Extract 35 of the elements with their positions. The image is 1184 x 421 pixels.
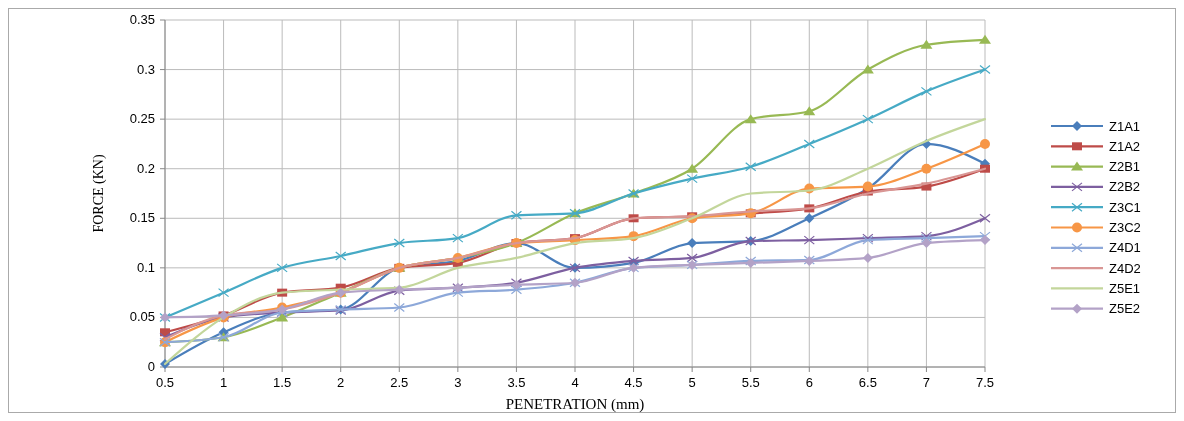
legend-label: Z5E1	[1109, 280, 1141, 296]
x-tick-label: 4.5	[624, 375, 643, 390]
legend-label: Z1A1	[1109, 118, 1141, 134]
x-tick-label: 2.5	[390, 375, 409, 390]
y-tick-label: 0.1	[136, 259, 155, 275]
x-tick-label: 1	[219, 375, 228, 390]
x-tick-label: 4	[571, 375, 579, 390]
y-tick-label: 0.35	[129, 12, 155, 27]
legend-label: Z4D2	[1109, 260, 1141, 276]
y-axis-title: FORCE (KN)	[91, 154, 107, 233]
x-tick-label: 6	[805, 375, 813, 390]
legend-label: Z3C2	[1109, 220, 1141, 235]
x-tick-label: 5	[688, 375, 696, 390]
y-tick-label: 0.2	[136, 160, 155, 176]
legend-label: Z2B1	[1109, 159, 1141, 175]
legend-label: Z5E2	[1109, 301, 1141, 317]
x-tick-label: 0.5	[155, 375, 175, 390]
x-tick-label: 2	[337, 375, 345, 390]
x-tick-label: 7.5	[975, 375, 995, 390]
legend-label: Z1A2	[1109, 138, 1141, 154]
x-axis-title: PENETRATION (mm)	[505, 396, 645, 413]
x-tick-label: 3.5	[507, 375, 526, 390]
legend-label: Z2B2	[1109, 179, 1141, 195]
legend-label: Z4D1	[1109, 240, 1141, 256]
y-tick-label: 0.25	[129, 111, 155, 127]
y-tick-label: 0.3	[136, 61, 155, 77]
x-tick-label: 1.5	[273, 375, 292, 390]
y-tick-label: 0.05	[129, 309, 155, 325]
x-tick-label: 6.5	[858, 375, 877, 390]
y-tick-label: 0	[147, 359, 155, 374]
legend-label: Z3C1	[1109, 199, 1141, 215]
x-tick-label: 3	[454, 375, 462, 390]
x-tick-label: 5.5	[741, 375, 760, 390]
y-tick-label: 0.15	[129, 210, 155, 226]
x-tick-label: 7	[922, 375, 931, 390]
